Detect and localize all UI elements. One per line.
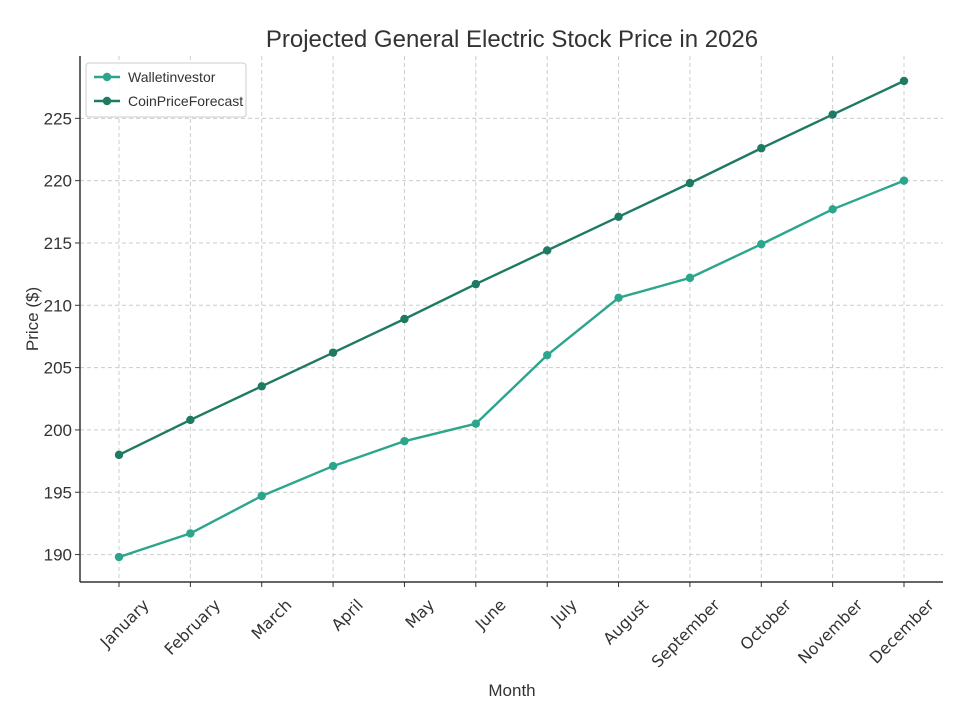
y-tick-label: 200 <box>44 421 72 440</box>
data-point <box>757 144 766 153</box>
data-point <box>685 273 695 283</box>
series-line-0 <box>118 179 905 559</box>
data-point <box>542 246 552 255</box>
y-tick-label: 220 <box>44 172 72 191</box>
x-axis-label: Month <box>488 681 535 700</box>
legend-label: CoinPriceForecast <box>128 93 243 109</box>
series-line-1 <box>118 79 905 456</box>
x-tick-label: December <box>866 595 938 667</box>
x-tick-label: July <box>546 595 580 629</box>
grid <box>80 56 943 582</box>
x-tick-label: November <box>794 595 867 668</box>
legend-marker <box>102 96 112 106</box>
legend: Walletinvestor CoinPriceForecast <box>85 62 247 118</box>
data-point <box>471 279 481 289</box>
x-tick-label: October <box>736 595 795 654</box>
data-point <box>757 240 766 249</box>
data-point <box>114 450 124 460</box>
data-point <box>328 348 338 357</box>
data-point <box>257 491 266 501</box>
legend-marker <box>102 72 112 82</box>
y-tick-label: 195 <box>44 483 72 502</box>
x-axis-ticks: January February March April May June July Augu… <box>96 582 938 671</box>
data-point <box>257 382 266 391</box>
data-point <box>186 529 195 538</box>
y-tick-label: 190 <box>44 546 72 565</box>
data-point <box>828 205 837 214</box>
series-layer <box>114 76 909 562</box>
x-tick-label: June <box>471 595 510 634</box>
chart-title: Projected General Electric Stock Price i… <box>266 26 758 53</box>
data-point <box>685 178 695 188</box>
data-point <box>328 461 338 471</box>
data-point <box>400 436 409 446</box>
data-point <box>614 212 623 221</box>
data-point <box>186 415 195 425</box>
legend-box <box>85 62 247 118</box>
y-tick-label: 225 <box>44 109 72 128</box>
x-tick-label: January <box>96 595 153 652</box>
y-tick-label: 205 <box>44 359 72 378</box>
data-point <box>899 176 909 185</box>
data-point <box>542 350 552 360</box>
legend-label: Walletinvestor <box>128 69 216 85</box>
data-point <box>114 552 124 562</box>
y-axis-label: Price ($) <box>23 287 42 351</box>
x-tick-label: March <box>248 595 296 643</box>
x-tick-label: September <box>648 595 724 671</box>
data-point <box>471 419 481 428</box>
x-tick-label: August <box>599 595 652 648</box>
data-point <box>899 76 909 86</box>
data-point <box>400 314 409 324</box>
data-point <box>828 110 837 119</box>
y-tick-label: 210 <box>44 296 72 315</box>
axes <box>79 56 943 583</box>
x-tick-label: April <box>328 595 367 634</box>
y-axis-ticks: 190 195 200 205 210 215 220 225 <box>44 109 80 565</box>
data-point <box>614 293 623 303</box>
y-tick-label: 215 <box>44 234 72 253</box>
x-tick-label: February <box>161 595 225 659</box>
x-tick-label: May <box>401 595 438 632</box>
